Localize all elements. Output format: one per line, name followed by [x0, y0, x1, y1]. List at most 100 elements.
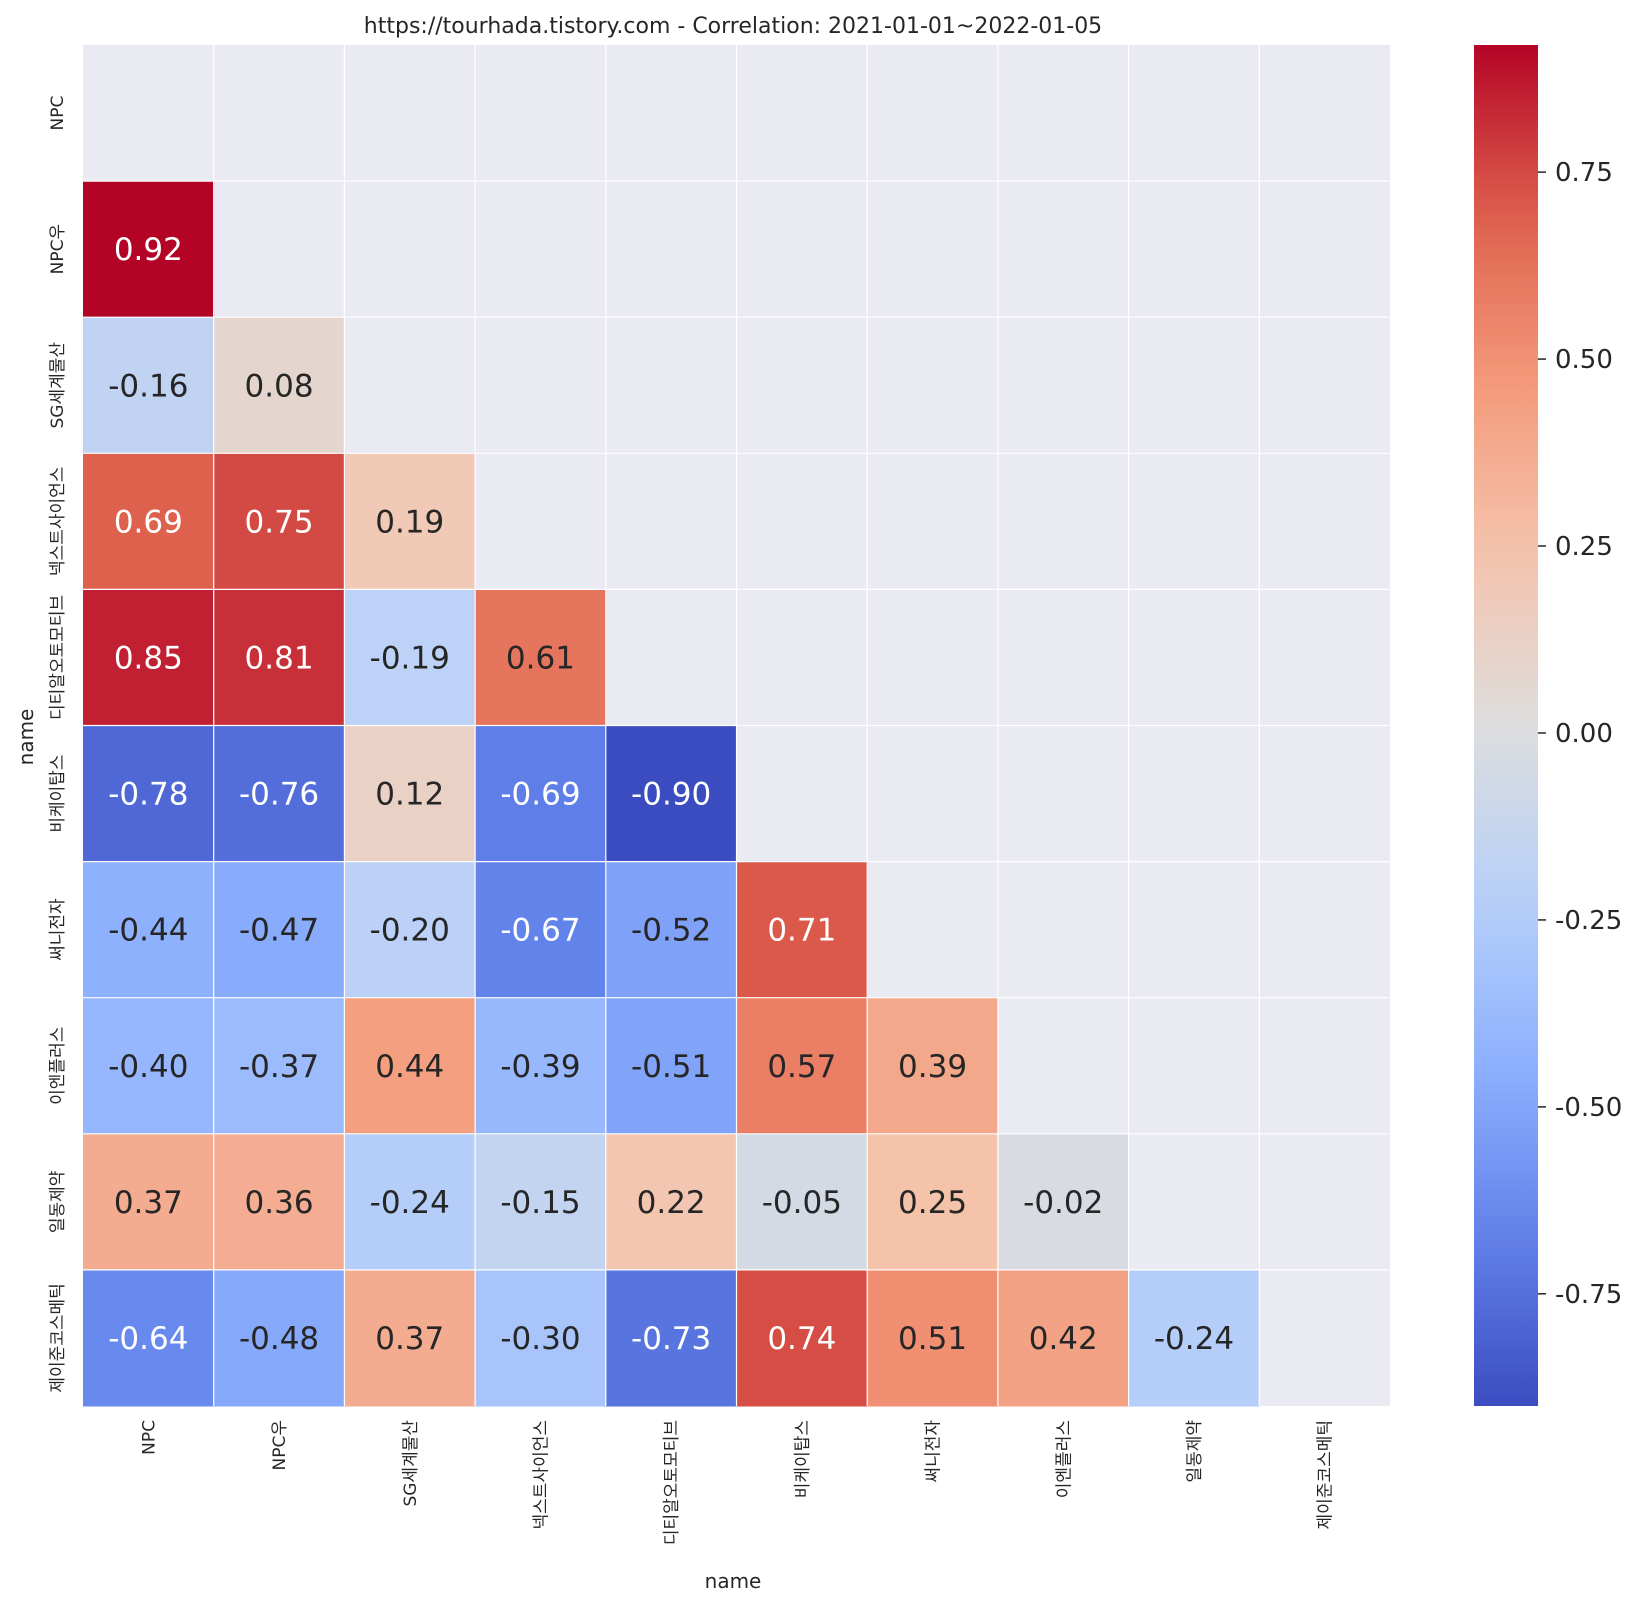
- x-axis-title: name: [705, 1569, 762, 1593]
- x-tick-label: 일동제약: [1185, 1420, 1205, 1483]
- cell-value-label: 0.71: [767, 913, 836, 949]
- heatmap-cell: [1128, 1269, 1260, 1407]
- cell-value-label: -0.51: [631, 1049, 711, 1085]
- heatmap-cell: [605, 861, 737, 999]
- cell-value-label: -0.39: [500, 1049, 580, 1085]
- cell-value-label: -0.24: [370, 1185, 450, 1221]
- cell-value-label: -0.44: [108, 913, 188, 949]
- heatmap-cell: [344, 453, 476, 590]
- colorbar-tick-label: -0.25: [1555, 906, 1622, 936]
- x-tick-label: 이엔플러스: [1054, 1420, 1074, 1498]
- heatmap-cells: [83, 181, 1260, 1407]
- cell-value-label: 0.22: [637, 1185, 706, 1221]
- heatmap-cell: [605, 1269, 737, 1407]
- heatmap-cell: [344, 589, 476, 726]
- heatmap-cell: [736, 1269, 868, 1407]
- heatmap-cell: [475, 997, 607, 1135]
- colorbar-tick-label: 0.50: [1555, 345, 1613, 375]
- heatmap-cell: [867, 997, 999, 1135]
- x-tick-label: NPC우: [270, 1420, 290, 1470]
- y-axis-tick-labels: NPC NPC우 SG세계물산넥스트사이언스디티알오토모티브비케이탑스써니전자이엔플…: [48, 96, 68, 1393]
- heatmap-cell: [213, 453, 345, 590]
- cell-value-label: 0.25: [898, 1185, 967, 1221]
- heatmap-cell: [344, 1133, 476, 1271]
- cell-value-label: -0.24: [1154, 1321, 1234, 1357]
- x-axis-tick-labels: NPC NPC우 SG세계물산 넥스트사이언스 디티알오토모티브 비케이탑스 써니전자 이엔플…: [139, 1420, 1335, 1545]
- cell-value-label: 0.85: [114, 640, 183, 676]
- heatmap-cell: [83, 997, 215, 1135]
- heatmap-cell: [83, 1269, 215, 1407]
- cell-value-label: -0.47: [239, 913, 319, 949]
- cell-value-label: 0.19: [375, 504, 444, 540]
- x-tick-label: NPC: [139, 1420, 159, 1455]
- cell-value-label: -0.05: [762, 1185, 842, 1221]
- heatmap-cell: [213, 317, 345, 454]
- cell-value-label: -0.73: [631, 1321, 711, 1357]
- heatmap-cell: [867, 1133, 999, 1271]
- cell-value-label: -0.64: [108, 1321, 188, 1357]
- cell-value-label: -0.52: [631, 913, 711, 949]
- heatmap-cell: [475, 1133, 607, 1271]
- heatmap-cell: [997, 1133, 1130, 1271]
- heatmap-cell: [736, 997, 868, 1135]
- cell-value-label: 0.37: [375, 1321, 444, 1357]
- heatmap-grid: [83, 45, 1390, 1406]
- chart-title: https://tourhada.tistory.com - Correlati…: [364, 14, 1102, 39]
- cell-value-label: 0.61: [506, 640, 575, 676]
- cell-value-label: 0.69: [114, 504, 183, 540]
- heatmap-cell: [213, 589, 345, 726]
- cell-value-label: 0.36: [245, 1185, 314, 1221]
- x-tick-label: 디티알오토모티브: [662, 1420, 682, 1545]
- cell-value-label: 0.12: [375, 777, 444, 813]
- x-tick-label: 비케이탑스: [793, 1420, 813, 1498]
- x-tick-label: 넥스트사이언스: [531, 1420, 551, 1529]
- cell-value-label: -0.48: [239, 1321, 319, 1357]
- heatmap-cell: [83, 1133, 215, 1271]
- y-tick-label: 디티알오토모티브: [48, 595, 68, 720]
- colorbar-tick-label: -0.75: [1555, 1280, 1622, 1310]
- cell-value-label: -0.02: [1023, 1185, 1103, 1221]
- heatmap-cell: [213, 997, 345, 1135]
- heatmap-cell: [344, 997, 476, 1135]
- cell-value-label: 0.42: [1029, 1321, 1098, 1357]
- cell-value-label: -0.20: [370, 913, 450, 949]
- y-tick-label: 제이준코스메틱: [48, 1283, 68, 1392]
- heatmap-cell: [344, 725, 476, 863]
- y-tick-label: 넥스트사이언스: [48, 467, 68, 576]
- heatmap-cell: [605, 725, 737, 863]
- heatmap-cell: [83, 181, 215, 318]
- cell-value-label: 0.92: [114, 232, 183, 268]
- heatmap-cell: [475, 589, 607, 726]
- cell-value-label: 0.74: [767, 1321, 836, 1357]
- heatmap-cell: [605, 1133, 737, 1271]
- cell-value-label: 0.39: [898, 1049, 967, 1085]
- cell-value-label: 0.81: [245, 640, 314, 676]
- cell-value-label: -0.40: [108, 1049, 188, 1085]
- x-tick-label: 제이준코스메틱: [1316, 1420, 1336, 1529]
- colorbar: [1474, 45, 1538, 1406]
- cell-value-label: 0.75: [245, 504, 314, 540]
- cell-value-label: -0.69: [500, 777, 580, 813]
- heatmap-cell: [213, 725, 345, 863]
- cell-value-label: -0.16: [108, 368, 188, 404]
- heatmap-cell: [736, 861, 868, 999]
- heatmap-cell: [736, 1133, 868, 1271]
- cell-value-label: 0.57: [767, 1049, 836, 1085]
- y-tick-label: SG세계물산: [48, 342, 68, 429]
- cell-value-label: -0.19: [370, 640, 450, 676]
- y-tick-label: 비케이탑스: [48, 754, 68, 832]
- colorbar-tick-label: -0.50: [1555, 1093, 1622, 1123]
- colorbar-tick-label: 0.25: [1555, 532, 1613, 562]
- cell-value-labels: 0.92 -0.16 0.08 0.69 0.75 0.19 0.85 0.81 -0.19 0.…: [108, 232, 1234, 1357]
- heatmap-cell: [605, 997, 737, 1135]
- colorbar-ticks: 0.75 0.50 0.25 0.00 -0.25 -0.50 -0.75: [1538, 158, 1622, 1310]
- y-tick-label: 일동제약: [48, 1171, 68, 1234]
- heatmap-cell: [475, 725, 607, 863]
- heatmap-cell: [997, 1269, 1130, 1407]
- heatmap-cell: [475, 1269, 607, 1407]
- heatmap-cell: [213, 1269, 345, 1407]
- heatmap-cell: [867, 1269, 999, 1407]
- cell-value-label: -0.15: [500, 1185, 580, 1221]
- y-tick-label: NPC우: [48, 224, 68, 274]
